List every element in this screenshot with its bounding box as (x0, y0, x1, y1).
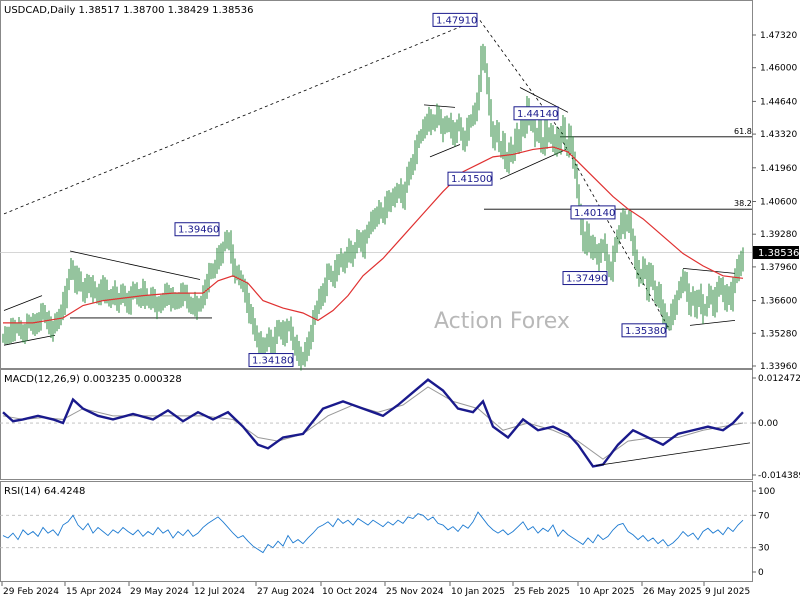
macd-signal-line (2, 386, 744, 460)
pane-frames (0, 0, 753, 582)
price-annotation: 1.40140 (570, 205, 616, 220)
annotation-label: 1.40140 (574, 208, 615, 219)
annotation-box (513, 106, 559, 121)
svg-text:1.38536: 1.38536 (758, 248, 799, 259)
x-tick-label: 15 Apr 2024 (66, 587, 122, 597)
x-tick-label: 26 May 2025 (643, 587, 702, 597)
annotation-box (248, 353, 294, 368)
x-tick-label: 29 May 2024 (130, 587, 189, 597)
rsi-tick-label: 0 (758, 568, 764, 578)
x-tick-label: 10 Oct 2024 (322, 587, 378, 597)
price-tick-label: 1.43320 (760, 130, 797, 140)
macd-tick-label: 0.012472 (758, 374, 800, 384)
flag-line (429, 144, 461, 158)
annotation-label: 1.41500 (451, 174, 492, 185)
annotation-box (447, 171, 493, 186)
fib-level-label: 38.2 (734, 199, 752, 208)
macd-axis: 0.012472 0.00 -0.014389 (752, 374, 800, 481)
main-chart-title: USDCAD,Daily 1.38517 1.38700 1.38429 1.3… (4, 5, 254, 16)
price-tick-label: 1.35280 (760, 329, 797, 339)
x-tick-label: 12 Jul 2024 (194, 587, 245, 597)
macd-tick-label: 0.00 (758, 419, 778, 429)
x-tick-label: 9 Jul 2025 (705, 587, 750, 597)
moving-average-line (3, 146, 744, 324)
channel-line (689, 320, 736, 326)
triangle-line (519, 87, 569, 113)
rsi-line (2, 511, 744, 554)
annotation-label: 1.47910 (436, 15, 477, 26)
price-tick-label: 1.46000 (760, 64, 797, 74)
rsi-tick-label: 30 (758, 544, 770, 554)
price-tick-label: 1.41960 (760, 164, 797, 174)
annotation-label: 1.34180 (252, 356, 293, 367)
channel-line (682, 267, 736, 274)
macd-tick-label: -0.014389 (758, 471, 800, 481)
price-tick-label: 1.40600 (760, 197, 797, 207)
rsi-title: RSI(14) 64.4248 (4, 486, 85, 497)
annotation-label: 1.37490 (566, 274, 607, 285)
price-annotation: 1.44140 (513, 106, 559, 121)
price-tick-label: 1.39280 (760, 230, 797, 240)
annotation-label: 1.39460 (178, 225, 219, 236)
price-tick-label: 1.36600 (760, 297, 797, 307)
annotation-box (570, 205, 616, 220)
price-annotations: 1.47910 1.44140 1.41500 1.40140 1.39460 1.374… (174, 12, 667, 368)
x-tick-label: 29 Feb 2024 (3, 587, 59, 597)
annotation-box (432, 12, 478, 27)
price-annotation: 1.37490 (562, 271, 608, 286)
annotation-label: 1.35380 (625, 326, 666, 337)
annotation-box (174, 222, 220, 237)
current-price-tag: 1.38536 (753, 246, 799, 259)
x-tick-label: 25 Feb 2025 (514, 587, 570, 597)
price-annotation: 1.47910 (432, 12, 478, 27)
x-tick-label: 27 Aug 2024 (257, 587, 315, 597)
price-tick-label: 1.33960 (760, 362, 797, 372)
annotation-label: 1.44140 (517, 109, 558, 120)
x-tick-label: 10 Apr 2025 (579, 587, 635, 597)
macd-title: MACD(12,26,9) 0.003235 0.000328 (4, 374, 182, 385)
rsi-pane (0, 511, 752, 554)
x-tick-label: 10 Jan 2025 (451, 587, 505, 597)
fib-level-label: 61.8 (734, 127, 752, 136)
price-annotation: 1.41500 (447, 171, 493, 186)
rsi-tick-label: 70 (758, 511, 770, 521)
price-annotation: 1.39460 (174, 222, 220, 237)
watermark: Action Forex (434, 309, 570, 334)
triangle-line (69, 250, 201, 280)
annotation-box (621, 323, 667, 338)
price-annotation: 1.35380 (621, 323, 667, 338)
price-annotation: 1.34180 (248, 353, 294, 368)
price-bars (2, 43, 744, 371)
macd-pane (0, 378, 752, 468)
price-reference-lines: 61.8 38.2 (0, 127, 752, 254)
annotation-box (562, 271, 608, 286)
price-tick-label: 1.47320 (760, 31, 797, 41)
price-tick-label: 1.37960 (760, 263, 797, 273)
rsi-tick-label: 100 (758, 487, 775, 497)
macd-trend-line (595, 442, 751, 467)
macd-line (2, 378, 744, 468)
rsi-axis: 100 70 30 0 (752, 487, 775, 578)
price-axis: 1.47320 1.46000 1.44640 1.43320 1.41960 1.406… (752, 31, 797, 372)
channel-line (3, 334, 56, 346)
x-tick-label: 25 Nov 2024 (386, 587, 444, 597)
long-term-trend-line (3, 20, 477, 215)
channel-line (3, 295, 43, 311)
price-tick-label: 1.44640 (760, 97, 797, 107)
x-axis: 29 Feb 2024 15 Apr 2024 29 May 2024 12 Jul … (1, 582, 750, 597)
